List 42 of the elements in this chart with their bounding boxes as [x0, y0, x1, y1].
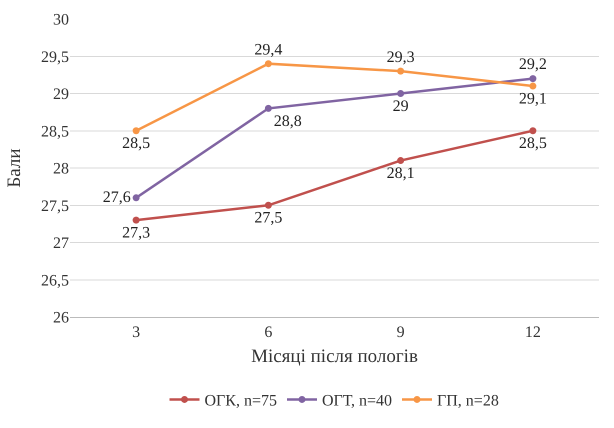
y-axis-title: Бали	[4, 148, 25, 188]
x-tick-label: 9	[396, 324, 405, 342]
point	[529, 127, 536, 134]
y-tick-label: 28	[53, 160, 69, 178]
point	[529, 82, 536, 90]
point	[132, 194, 140, 202]
point	[529, 75, 536, 82]
data-label: 28,5	[518, 135, 547, 152]
data-label: 27,3	[122, 224, 150, 242]
y-tick-label: 26	[53, 310, 69, 327]
point	[397, 68, 404, 75]
point	[132, 216, 140, 224]
data-label: 29,1	[518, 90, 547, 108]
data-label: 28,5	[122, 135, 150, 152]
y-tick-label: 27,5	[41, 198, 69, 215]
point	[264, 60, 272, 68]
x-tick-label: 6	[264, 324, 272, 342]
data-label: 28,1	[386, 164, 415, 182]
data-label: 27,6	[102, 188, 131, 206]
data-label: 29,3	[386, 48, 415, 66]
data-label: 29	[392, 98, 409, 115]
point	[132, 127, 140, 134]
data-label: 29,2	[518, 56, 547, 74]
y-tick-label: 27	[53, 235, 69, 252]
legend-label: ГП, n=28	[437, 392, 499, 410]
y-tick-label: 29,5	[41, 48, 69, 66]
x-tick-label: 12	[524, 324, 541, 342]
point	[397, 157, 404, 164]
y-tick-label: 30	[53, 12, 69, 29]
legend-label: ОГТ, n=40	[322, 392, 392, 410]
data-label: 28,8	[274, 112, 302, 130]
x-tick-label: 3	[132, 324, 140, 342]
y-tick-label: 28,5	[41, 123, 69, 140]
point	[264, 202, 272, 209]
x-axis-title: Місяці після пологів	[251, 346, 418, 367]
data-label: 29,4	[254, 41, 282, 58]
point	[264, 104, 272, 112]
legend-label: ОГК, n=75	[204, 392, 277, 410]
data-label: 27,5	[254, 210, 282, 227]
y-tick-label: 29	[53, 86, 69, 104]
y-tick-label: 26,5	[41, 272, 69, 290]
point	[397, 90, 404, 97]
